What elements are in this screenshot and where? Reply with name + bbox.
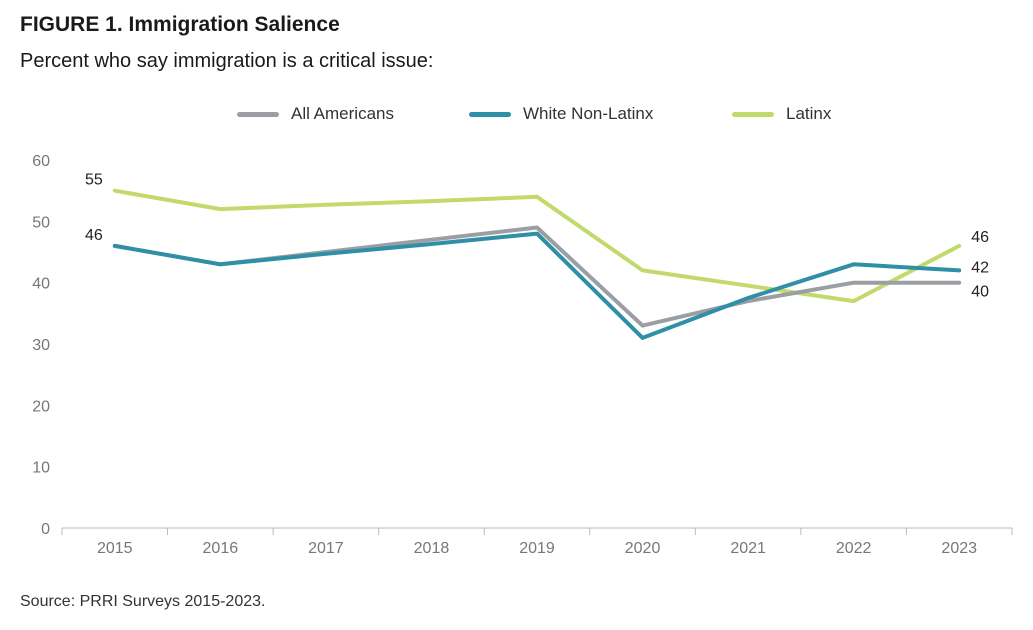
- chart-subtitle: Percent who say immigration is a critica…: [20, 50, 434, 72]
- data-label: 46: [971, 229, 989, 246]
- x-tick-label: 2018: [414, 540, 450, 557]
- legend-item-white-non-latinx: White Non-Latinx: [469, 104, 653, 124]
- legend-swatch-latinx: [732, 111, 774, 117]
- legend-label-latinx: Latinx: [786, 104, 832, 123]
- legend-item-all-americans: All Americans: [237, 104, 394, 124]
- source-note: Source: PRRI Surveys 2015-2023.: [20, 593, 266, 610]
- data-label: 40: [971, 284, 989, 301]
- y-tick-label: 0: [41, 521, 50, 538]
- legend-label-all-americans: All Americans: [291, 104, 394, 123]
- legend-item-latinx: Latinx: [732, 104, 831, 124]
- x-tick-label: 2021: [730, 540, 766, 557]
- x-tick-label: 2016: [203, 540, 239, 557]
- y-tick-label: 20: [32, 398, 50, 415]
- x-tick-label: 2015: [97, 540, 133, 557]
- x-tick-label: 2020: [625, 540, 661, 557]
- y-tick-label: 60: [32, 153, 50, 170]
- series-line-all-americans: [112, 225, 962, 328]
- data-label: 42: [971, 259, 989, 276]
- data-label: 46: [85, 227, 103, 244]
- x-tick-label: 2017: [308, 540, 344, 557]
- chart-title: FIGURE 1. Immigration Salience: [20, 13, 340, 36]
- y-tick-label: 10: [32, 460, 50, 477]
- data-label: 55: [85, 172, 103, 189]
- legend-label-white-non-latinx: White Non-Latinx: [523, 104, 654, 123]
- legend-swatch-all-americans: [237, 111, 279, 117]
- x-tick-label: 2022: [836, 540, 872, 557]
- x-tick-label: 2023: [941, 540, 977, 557]
- chart-legend: All Americans White Non-Latinx Latinx: [0, 104, 1033, 128]
- series-line-white-non-latinx: [112, 231, 962, 340]
- y-tick-label: 50: [32, 214, 50, 231]
- x-tick-label: 2019: [519, 540, 555, 557]
- series-line-latinx: [112, 188, 962, 304]
- legend-swatch-white-non-latinx: [469, 111, 511, 117]
- y-tick-label: 30: [32, 337, 50, 354]
- y-tick-label: 40: [32, 276, 50, 293]
